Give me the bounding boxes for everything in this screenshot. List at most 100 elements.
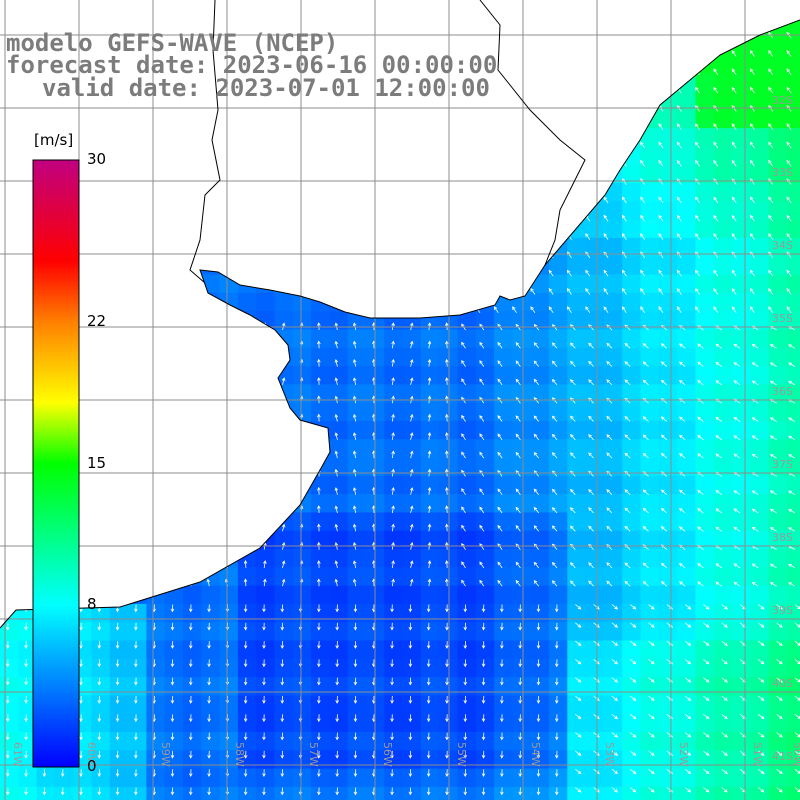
- wind-arrow: [445, 560, 449, 568]
- wind-arrow: [280, 622, 285, 631]
- wind-arrow: [658, 214, 664, 222]
- wind-arrow: [408, 659, 413, 668]
- wind-arrow: [751, 380, 759, 386]
- wind-arrow: [660, 562, 668, 569]
- wind-arrow: [461, 579, 466, 587]
- wind-arrow: [606, 562, 613, 569]
- wind-arrow: [731, 288, 737, 295]
- wind-arrow: [317, 340, 321, 349]
- wind-arrow: [588, 379, 594, 386]
- wind-arrow: [585, 288, 591, 295]
- wind-arrow: [243, 750, 248, 759]
- wind-arrow: [445, 732, 449, 741]
- wind-arrow: [788, 527, 796, 532]
- wind-arrow: [551, 580, 558, 587]
- wind-arrow: [606, 543, 613, 550]
- wind-arrow: [5, 622, 10, 631]
- wind-arrow: [408, 787, 413, 796]
- wind-arrow: [481, 622, 486, 631]
- wind-arrow: [603, 288, 609, 295]
- wind-arrow: [536, 750, 541, 759]
- wind-arrow: [642, 507, 649, 514]
- colorbar-tick-label: 0: [87, 757, 97, 775]
- wind-arrow: [588, 489, 594, 495]
- wind-arrow: [551, 342, 558, 349]
- wind-arrow: [713, 214, 719, 222]
- wind-arrow: [262, 641, 266, 649]
- wind-arrow: [733, 581, 741, 587]
- wind-arrow: [408, 732, 413, 741]
- wind-arrow: [776, 659, 783, 665]
- wind-arrow: [570, 507, 576, 514]
- wind-arrow: [243, 714, 248, 723]
- wind-arrow: [697, 325, 704, 331]
- wind-arrow: [500, 695, 504, 704]
- wind-arrow: [5, 787, 10, 796]
- wind-arrow: [588, 525, 594, 532]
- wind-arrow: [629, 750, 637, 756]
- wind-arrow: [624, 562, 631, 569]
- wind-arrow: [207, 787, 211, 796]
- wind-arrow: [621, 214, 627, 222]
- wind-arrow: [445, 769, 449, 778]
- wind-arrow: [536, 787, 541, 796]
- longitude-label: 55W: [455, 742, 468, 767]
- wind-arrow: [243, 641, 248, 649]
- wind-arrow: [335, 787, 339, 796]
- wind-arrow: [721, 622, 728, 628]
- wind-arrow: [518, 604, 522, 613]
- wind-arrow: [97, 695, 102, 704]
- longitude-label: 56W: [381, 742, 394, 767]
- latitude-label: 38S: [772, 531, 793, 544]
- wind-arrow: [445, 641, 449, 649]
- wind-arrow: [188, 622, 193, 631]
- wind-arrow: [24, 695, 28, 704]
- wind-arrow: [445, 659, 449, 668]
- wind-arrow: [606, 434, 613, 441]
- wind-arrow: [621, 196, 627, 204]
- wind-arrow: [280, 769, 285, 778]
- wind-arrow: [733, 343, 741, 349]
- wind-arrow: [611, 713, 619, 720]
- wind-arrow: [24, 641, 28, 649]
- wind-arrow: [768, 288, 774, 295]
- wind-arrow: [408, 714, 413, 723]
- wind-arrow: [731, 214, 737, 222]
- wind-arrow: [575, 713, 582, 720]
- wind-arrow: [391, 560, 395, 568]
- wind-arrow: [518, 659, 522, 668]
- wind-arrow: [391, 432, 395, 440]
- wind-arrow: [676, 233, 682, 240]
- wind-arrow: [262, 714, 266, 723]
- wind-arrow: [679, 581, 686, 587]
- wind-arrow: [679, 489, 686, 496]
- wind-arrow: [481, 714, 486, 723]
- wind-arrow: [317, 641, 321, 649]
- wind-arrow: [611, 768, 619, 775]
- wind-arrow: [243, 560, 248, 568]
- wind-arrow: [536, 604, 541, 613]
- wind-arrow: [786, 159, 792, 167]
- wind-arrow: [570, 525, 576, 532]
- wind-arrow: [721, 604, 728, 610]
- wind-arrow: [750, 50, 755, 57]
- wind-arrow: [679, 416, 686, 422]
- wind-arrow: [786, 68, 792, 76]
- wind-arrow: [518, 787, 522, 796]
- wind-arrow: [679, 562, 686, 569]
- wind-arrow: [24, 714, 28, 723]
- wind-arrow: [640, 233, 646, 240]
- wind-arrow: [769, 582, 777, 587]
- wind-arrow: [24, 787, 28, 796]
- wind-arrow: [24, 769, 28, 778]
- wind-arrow: [768, 214, 774, 222]
- wind-arrow: [262, 769, 266, 778]
- wind-arrow: [391, 413, 395, 422]
- wind-arrow: [733, 563, 741, 569]
- wind-arrow: [676, 269, 682, 277]
- wind-arrow: [640, 141, 646, 149]
- wind-arrow: [493, 306, 499, 314]
- wind-arrow: [640, 214, 646, 222]
- wind-arrow: [188, 769, 193, 778]
- wind-arrow: [758, 750, 765, 756]
